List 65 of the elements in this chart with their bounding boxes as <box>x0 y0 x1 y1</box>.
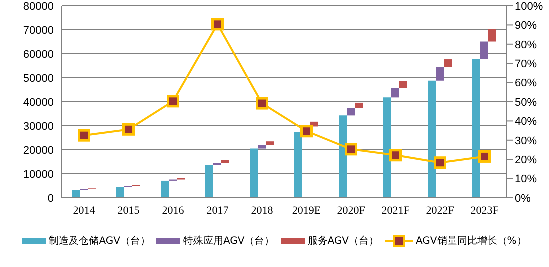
legend-label: AGV销量同比增长（%） <box>416 234 527 248</box>
bar <box>355 102 363 108</box>
point <box>122 123 135 136</box>
bar <box>161 180 169 198</box>
bar <box>400 81 408 88</box>
y-tick-label: 40000 <box>23 96 54 109</box>
bar <box>392 88 400 98</box>
y2-tick-label: 80% <box>515 39 538 52</box>
x-tick-label: 2022F <box>426 204 454 217</box>
y2-tick-label: 10% <box>515 174 538 186</box>
y2-tick-label: 70% <box>515 58 538 71</box>
point <box>345 143 358 156</box>
x-tick-label: 2014 <box>73 204 96 217</box>
x-tick-label: 2016 <box>162 204 185 217</box>
y-tick-label: 30000 <box>23 120 54 133</box>
bar <box>258 145 266 149</box>
bar <box>347 108 355 116</box>
point <box>300 125 313 138</box>
point <box>256 97 268 110</box>
y-tick-label: 50000 <box>23 72 54 85</box>
y-tick-label: 80000 <box>23 0 54 13</box>
bar <box>266 142 274 146</box>
point <box>78 129 90 142</box>
x-tick-label: 2020F <box>337 204 366 217</box>
x-tick-label: 2015 <box>118 204 140 217</box>
bar <box>339 116 347 198</box>
y2-tick-label: 90% <box>515 20 538 32</box>
bar <box>444 60 452 68</box>
point <box>390 149 402 162</box>
y2-tick-label: 20% <box>515 154 538 167</box>
y-tick-label: 20000 <box>23 144 54 157</box>
legend-label: 制造及仓储AGV（台） <box>49 234 150 248</box>
bar <box>250 148 258 198</box>
bar <box>294 132 302 198</box>
bar <box>72 190 80 198</box>
legend-label: 服务AGV（台） <box>308 234 380 248</box>
y-tick-label: 0 <box>48 192 54 205</box>
y-tick-label: 10000 <box>23 168 54 181</box>
x-tick-label: 2021F <box>382 204 410 217</box>
x-tick-label: 2017 <box>206 204 230 217</box>
y2-tick-label: 0% <box>515 192 532 205</box>
y-tick-label: 70000 <box>23 24 54 37</box>
x-tick-label: 2018 <box>251 204 274 217</box>
bar <box>116 187 124 198</box>
bar <box>222 160 230 164</box>
bar <box>480 42 488 60</box>
y2-tick-label: 50% <box>515 96 538 109</box>
y-tick-label: 60000 <box>23 48 54 61</box>
point <box>212 18 224 31</box>
legend-label: 特殊应用AGV（台） <box>183 234 275 248</box>
x-tick-label: 2019E <box>292 204 322 217</box>
bar <box>472 59 480 198</box>
x-tick-label: 2023F <box>470 204 499 217</box>
y2-tick-label: 100% <box>515 0 544 13</box>
bar <box>206 165 214 198</box>
bar <box>488 30 496 42</box>
point <box>167 95 180 108</box>
bar <box>384 98 392 198</box>
point <box>478 150 491 163</box>
bar <box>436 67 444 81</box>
bar <box>428 80 436 198</box>
point <box>434 156 446 170</box>
y2-tick-label: 40% <box>515 116 538 128</box>
y2-tick-label: 60% <box>515 78 538 90</box>
y2-tick-label: 30% <box>515 135 538 148</box>
